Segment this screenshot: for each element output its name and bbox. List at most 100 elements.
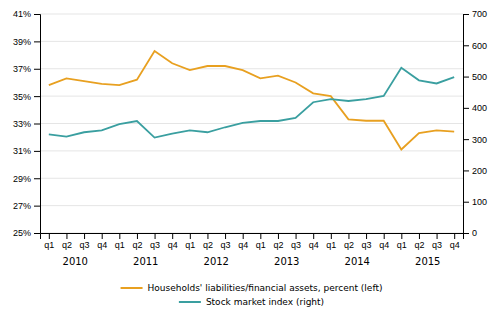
y2-tick: 700 xyxy=(463,9,487,19)
legend-swatch xyxy=(121,287,143,289)
tick-mark xyxy=(34,206,40,207)
x-tick-label: q4 xyxy=(97,240,107,250)
year-label: 2012 xyxy=(204,256,229,267)
grid-line xyxy=(40,14,463,15)
x-tick-label: q4 xyxy=(238,240,248,250)
grid-line xyxy=(40,205,463,206)
x-tick: q2 xyxy=(203,233,213,250)
x-tick-label: q2 xyxy=(203,240,213,250)
x-tick-label: q2 xyxy=(414,240,424,250)
x-tick-label: q4 xyxy=(379,240,389,250)
x-tick: q2 xyxy=(414,233,424,250)
x-tick: q1 xyxy=(256,233,266,250)
x-tick-label: q3 xyxy=(291,240,301,250)
x-tick: q3 xyxy=(80,233,90,250)
y2-tick-label: 0 xyxy=(472,228,477,238)
y2-tick-label: 500 xyxy=(472,72,487,82)
y-tick: 37% xyxy=(13,64,40,74)
y2-tick-label: 700 xyxy=(472,9,487,19)
tick-mark xyxy=(463,77,469,78)
tick-mark xyxy=(401,233,402,239)
tick-mark xyxy=(119,233,120,239)
x-tick-label: q2 xyxy=(62,240,72,250)
year-label: 2010 xyxy=(63,256,88,267)
tick-mark xyxy=(419,233,420,239)
tick-mark xyxy=(66,233,67,239)
tick-mark xyxy=(137,233,138,239)
year-label: 2014 xyxy=(345,256,370,267)
x-tick: q4 xyxy=(450,233,460,250)
tick-mark xyxy=(84,233,85,239)
x-tick: q1 xyxy=(397,233,407,250)
tick-mark xyxy=(172,233,173,239)
x-tick: q2 xyxy=(344,233,354,250)
tick-mark xyxy=(384,233,385,239)
legend-item: Stock market index (right) xyxy=(179,297,324,307)
tick-mark xyxy=(102,233,103,239)
y-tick-label: 25% xyxy=(13,228,31,238)
y-tick-label: 29% xyxy=(13,174,31,184)
x-tick: q1 xyxy=(326,233,336,250)
tick-mark xyxy=(296,233,297,239)
tick-mark xyxy=(243,233,244,239)
plot: q1q2q3q4q1q2q3q4q1q2q3q4q1q2q3q4q1q2q3q4… xyxy=(13,9,487,267)
y2-tick-label: 100 xyxy=(472,197,487,207)
x-tick-label: q4 xyxy=(450,240,460,250)
y-tick: 29% xyxy=(13,174,40,184)
legend-item: Households' liabilities/financial assets… xyxy=(121,283,383,293)
y-tick: 31% xyxy=(13,146,40,156)
tick-mark xyxy=(34,151,40,152)
y-tick: 39% xyxy=(13,37,40,47)
x-tick: q3 xyxy=(221,233,231,250)
tick-mark xyxy=(454,233,455,239)
series-line xyxy=(49,51,454,150)
grid-line xyxy=(40,41,463,42)
x-tick-label: q3 xyxy=(221,240,231,250)
y2-tick: 200 xyxy=(463,166,487,176)
x-tick-label: q4 xyxy=(168,240,178,250)
grid-line xyxy=(40,96,463,97)
y2-tick-label: 600 xyxy=(472,41,487,51)
x-tick-label: q1 xyxy=(185,240,195,250)
grid-line xyxy=(40,150,463,151)
x-tick-label: q3 xyxy=(80,240,90,250)
y-tick-label: 33% xyxy=(13,119,31,129)
y2-axis: 0100200300400500600700 xyxy=(463,9,487,238)
x-tick: q3 xyxy=(150,233,160,250)
tick-mark xyxy=(34,178,40,179)
tick-mark xyxy=(463,202,469,203)
tick-mark xyxy=(34,41,40,42)
y-tick-label: 27% xyxy=(13,201,31,211)
y-tick: 27% xyxy=(13,201,40,211)
legend-label: Households' liabilities/financial assets… xyxy=(148,283,383,293)
x-tick-label: q2 xyxy=(344,240,354,250)
x-tick: q1 xyxy=(185,233,195,250)
y-tick-label: 41% xyxy=(13,9,31,19)
x-tick-label: q3 xyxy=(150,240,160,250)
y2-tick-label: 400 xyxy=(472,103,487,113)
tick-mark xyxy=(366,233,367,239)
y2-tick: 500 xyxy=(463,72,487,82)
x-tick: q1 xyxy=(115,233,125,250)
tick-mark xyxy=(331,233,332,239)
series-line xyxy=(49,68,454,138)
year-label: 2013 xyxy=(274,256,299,267)
grid xyxy=(40,14,463,233)
y-tick: 25% xyxy=(13,228,40,238)
tick-mark xyxy=(34,96,40,97)
x-tick: q4 xyxy=(168,233,178,250)
x-tick-label: q3 xyxy=(432,240,442,250)
tick-mark xyxy=(34,124,40,125)
year-label: 2015 xyxy=(415,256,440,267)
y-tick-label: 39% xyxy=(13,37,31,47)
tick-mark xyxy=(463,108,469,109)
x-tick-label: q1 xyxy=(44,240,54,250)
y-tick: 35% xyxy=(13,92,40,102)
x-tick: q3 xyxy=(362,233,372,250)
tick-mark xyxy=(190,233,191,239)
tick-mark xyxy=(155,233,156,239)
y-tick: 41% xyxy=(13,9,40,19)
tick-mark xyxy=(463,14,469,15)
x-tick-label: q1 xyxy=(115,240,125,250)
tick-mark xyxy=(437,233,438,239)
